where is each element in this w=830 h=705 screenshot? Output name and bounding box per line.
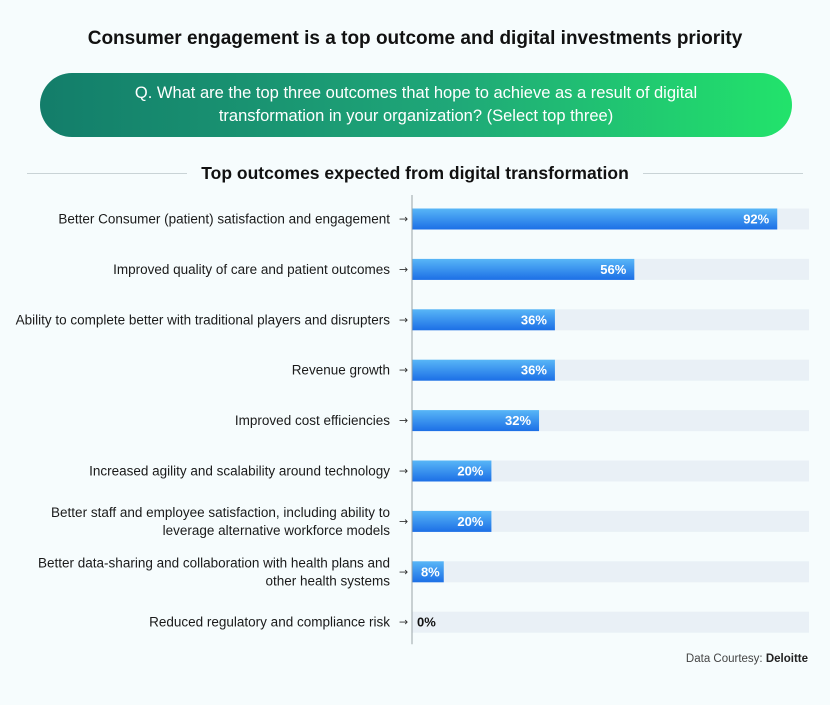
value-label: 92% xyxy=(743,212,769,227)
bar-track xyxy=(412,460,809,482)
page-title: Consumer engagement is a top outcome and… xyxy=(87,28,743,49)
category-label: Better data-sharing and collaboration wi… xyxy=(38,555,390,588)
category-label: Better Consumer (patient) satisfaction a… xyxy=(58,212,390,227)
value-label: 36% xyxy=(521,363,547,378)
bar-chart: 92% Better Consumer (patient) satisfactio… xyxy=(16,195,809,645)
value-label: 0% xyxy=(417,615,436,630)
bar xyxy=(412,510,492,532)
source-name: Deloitte xyxy=(765,653,808,665)
data-source: Data Courtesy: Deloitte xyxy=(686,653,808,665)
value-label: 36% xyxy=(521,312,547,327)
value-label: 20% xyxy=(457,464,483,479)
arrow-icon: → xyxy=(399,414,408,427)
source-prefix: Data Courtesy: xyxy=(685,653,766,665)
bar xyxy=(412,208,778,230)
section-title: Top outcomes expected from digital trans… xyxy=(201,162,629,183)
question-banner: Q. What are the top three outcomes that … xyxy=(40,73,792,137)
arrow-icon: → xyxy=(399,515,408,528)
bar xyxy=(412,561,444,583)
divider-left xyxy=(27,172,188,174)
bar xyxy=(412,359,555,381)
arrow-icon: → xyxy=(399,263,408,276)
bar-track xyxy=(412,510,809,532)
category-label: Increased agility and scalability around… xyxy=(89,464,390,479)
bar xyxy=(412,309,555,331)
arrow-icon: → xyxy=(399,213,408,226)
category-label: Better staff and employee satisfaction, … xyxy=(51,505,390,538)
category-label: Ability to complete better with traditio… xyxy=(16,312,391,327)
value-label: 8% xyxy=(421,564,440,579)
arrow-icon: → xyxy=(399,616,408,629)
category-label: Revenue growth xyxy=(292,363,390,378)
bar-track xyxy=(412,561,809,583)
arrow-icon: → xyxy=(399,465,408,478)
bar xyxy=(412,410,540,432)
value-label: 32% xyxy=(505,413,531,428)
category-label: Reduced regulatory and compliance risk xyxy=(149,615,390,630)
divider-right xyxy=(642,172,804,174)
section-header: Top outcomes expected from digital trans… xyxy=(27,160,804,186)
arrow-icon: → xyxy=(399,565,408,578)
bar-track xyxy=(412,611,809,633)
arrow-icon: → xyxy=(399,364,408,377)
arrow-icon: → xyxy=(399,313,408,326)
bar xyxy=(412,258,635,280)
category-label: Improved cost efficiencies xyxy=(235,413,390,428)
bar xyxy=(412,460,492,482)
category-label: Improved quality of care and patient out… xyxy=(113,262,390,277)
value-label: 20% xyxy=(457,514,483,529)
value-label: 56% xyxy=(600,262,626,277)
